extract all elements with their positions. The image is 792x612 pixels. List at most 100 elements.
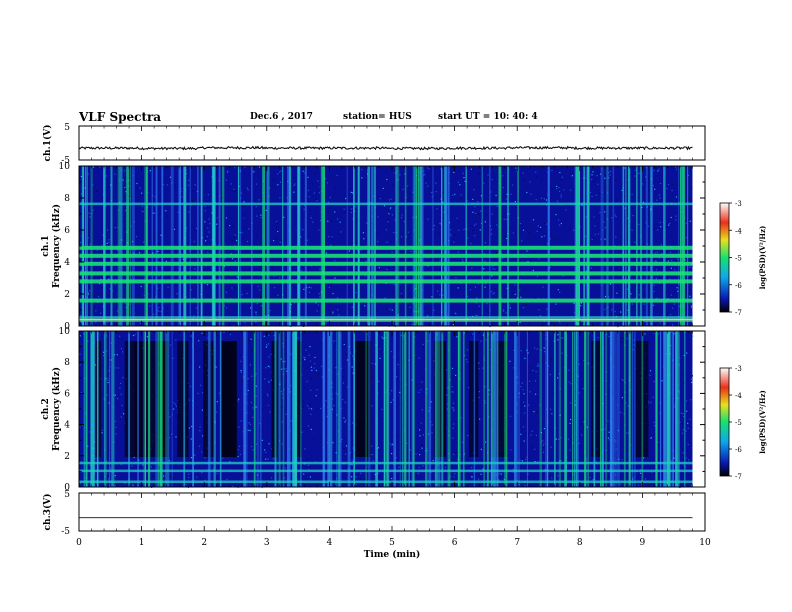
noise-speck (334, 259, 336, 262)
noise-speck (691, 265, 693, 267)
noise-speck (528, 404, 530, 406)
sferic-streak (90, 331, 92, 487)
noise-speck (671, 183, 673, 185)
sferic-streak (155, 331, 158, 487)
noise-speck (296, 236, 298, 238)
noise-speck (597, 233, 600, 235)
noise-speck (243, 201, 245, 203)
noise-speck (364, 275, 366, 277)
noise-speck (540, 278, 542, 280)
noise-speck (267, 403, 270, 405)
noise-speck (335, 452, 337, 454)
noise-speck (506, 218, 508, 220)
noise-speck (686, 410, 688, 412)
noise-speck (418, 357, 420, 359)
noise-speck (428, 433, 430, 435)
noise-speck (655, 278, 657, 280)
noise-speck (505, 198, 508, 200)
noise-speck (256, 303, 258, 305)
y-tick-label: 10 (59, 327, 71, 337)
noise-speck (397, 178, 399, 180)
noise-speck (265, 367, 267, 369)
noise-speck (216, 411, 218, 413)
noise-speck (519, 289, 521, 291)
noise-speck (255, 385, 257, 387)
noise-speck (646, 243, 648, 245)
noise-speck (285, 204, 287, 206)
noise-speck (200, 472, 203, 474)
noise-speck (682, 429, 684, 431)
noise-speck (113, 354, 115, 356)
noise-speck (342, 398, 344, 401)
sferic-streak (402, 331, 404, 487)
noise-speck (631, 229, 633, 231)
noise-speck (570, 189, 572, 191)
noise-speck (519, 321, 521, 323)
noise-speck (687, 459, 690, 461)
noise-speck (190, 338, 192, 340)
noise-speck (316, 389, 318, 391)
noise-speck (653, 290, 655, 293)
noise-speck (169, 458, 171, 461)
noise-speck (505, 312, 507, 314)
noise-speck (555, 438, 557, 440)
noise-speck (657, 170, 659, 172)
noise-speck (472, 333, 474, 335)
noise-speck (351, 464, 353, 466)
noise-speck (302, 229, 304, 231)
noise-speck (555, 214, 557, 216)
noise-speck (627, 288, 629, 290)
noise-speck (304, 448, 306, 450)
noise-speck (311, 369, 313, 371)
noise-speck (679, 421, 681, 423)
sferic-streak (282, 331, 285, 487)
noise-speck (501, 175, 504, 177)
noise-speck (675, 219, 677, 221)
noise-speck (194, 229, 196, 231)
noise-speck (87, 173, 89, 175)
noise-speck (431, 192, 433, 194)
sferic-streak (641, 331, 644, 487)
noise-speck (391, 444, 393, 446)
noise-speck (476, 297, 478, 299)
noise-speck (352, 355, 354, 357)
noise-speck (551, 322, 553, 324)
noise-speck (111, 465, 113, 467)
noise-speck (193, 315, 195, 317)
noise-speck (511, 184, 514, 186)
noise-speck (686, 352, 688, 354)
sferic-streak (631, 331, 634, 487)
noise-speck (277, 230, 279, 233)
noise-speck (185, 483, 187, 486)
noise-speck (193, 346, 195, 348)
noise-speck (570, 418, 572, 421)
noise-speck (281, 393, 283, 395)
noise-speck (362, 232, 364, 234)
noise-speck (377, 380, 380, 382)
noise-speck (485, 339, 487, 341)
noise-speck (460, 194, 462, 196)
noise-speck (133, 221, 135, 223)
noise-speck (520, 433, 522, 435)
noise-speck (574, 404, 576, 406)
noise-speck (685, 259, 687, 261)
noise-speck (644, 333, 646, 335)
noise-speck (238, 185, 240, 187)
noise-speck (552, 257, 554, 259)
noise-speck (378, 268, 380, 270)
noise-speck (475, 302, 477, 304)
noise-speck (478, 362, 480, 364)
noise-speck (120, 416, 122, 418)
noise-speck (101, 245, 103, 247)
noise-speck (559, 291, 561, 293)
noise-speck (512, 232, 514, 234)
noise-speck (382, 187, 384, 189)
noise-speck (469, 289, 471, 291)
noise-speck (305, 349, 307, 351)
noise-speck (607, 420, 609, 422)
noise-speck (144, 220, 146, 222)
noise-speck (79, 353, 81, 355)
noise-speck (624, 167, 626, 169)
noise-speck (591, 238, 593, 240)
noise-speck (140, 285, 142, 288)
